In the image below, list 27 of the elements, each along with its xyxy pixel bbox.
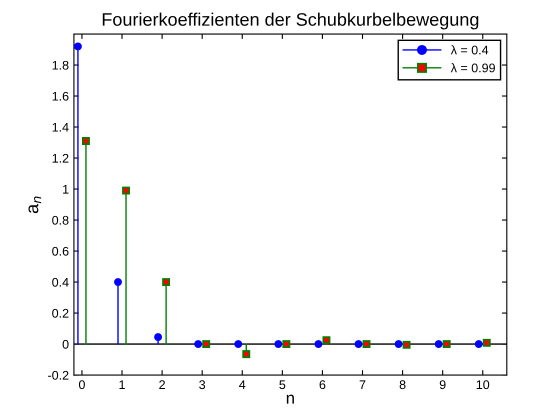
- y-tick-label: 1.2: [52, 154, 68, 163]
- x-tick-label: 2: [159, 380, 165, 389]
- y-tick-label: 1.8: [52, 60, 69, 70]
- x-tick-label: 9: [440, 380, 446, 390]
- x-tick-label: 7: [360, 380, 366, 389]
- x-tick-label: 0: [78, 380, 85, 390]
- y-tick-label: 0.8: [52, 216, 69, 225]
- y-tick-label: 0.4: [52, 278, 69, 287]
- y-axis-title: a$_{n}$: [28, 196, 42, 214]
- x-axis-title: n: [286, 394, 294, 404]
- y-tick-label: 1: [63, 184, 68, 194]
- x-tick-label: 8: [400, 380, 406, 390]
- x-tick-label: 10: [476, 380, 490, 390]
- x-tick-label: 6: [320, 380, 326, 390]
- y-tick-label: 0: [62, 340, 69, 349]
- x-tick-label: 3: [199, 380, 206, 390]
- x-tick-label: 5: [279, 380, 286, 390]
- y-tick-label: 1.4: [52, 122, 69, 132]
- x-tick-label: 4: [239, 380, 246, 389]
- y-tick-label: -0.2: [48, 370, 68, 380]
- legend-label: λ = 0.99: [450, 63, 495, 72]
- y-tick-label: 1.6: [52, 92, 69, 101]
- x-tick-label: 1: [119, 380, 125, 389]
- chart-title: Fourierkoeffizienten der Schubkurbelbewegung: [102, 12, 478, 30]
- y-tick-label: 0.2: [52, 308, 68, 318]
- legend-label: λ = 0.4: [450, 45, 488, 54]
- y-tick-label: 0.6: [52, 246, 69, 256]
